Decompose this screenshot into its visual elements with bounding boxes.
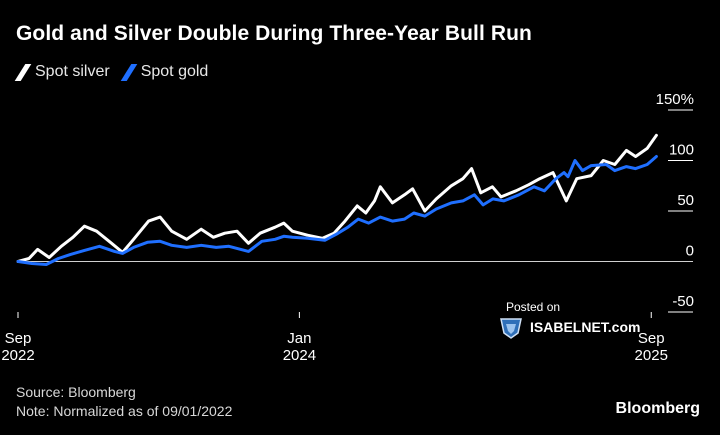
watermark-site-text: ISABELNET.com — [530, 319, 641, 335]
legend: Spot silver Spot gold — [14, 63, 220, 81]
x-tick-label: 2022 — [1, 347, 34, 364]
legend-label-silver: Spot silver — [35, 63, 110, 80]
watermark: Posted on ISABELNET.com — [498, 300, 658, 344]
normalization-note: Note: Normalized as of 09/01/2022 — [16, 403, 233, 419]
x-tick-label: 2025 — [635, 347, 668, 364]
legend-label-gold: Spot gold — [140, 63, 209, 80]
x-tick-label: 2024 — [283, 347, 316, 364]
y-tick-label: 0 — [686, 243, 694, 260]
y-tick-label: 100 — [669, 142, 694, 159]
y-tick-label: 150% — [656, 91, 694, 108]
bloomberg-logo: Bloomberg — [615, 400, 700, 417]
x-tick-label: Sep — [638, 330, 665, 347]
chart-title: Gold and Silver Double During Three-Year… — [16, 22, 532, 45]
series-line-gold — [16, 155, 658, 266]
source-note: Source: Bloomberg — [16, 384, 136, 400]
y-tick-label: -50 — [672, 293, 694, 310]
legend-item-silver: Spot silver — [14, 63, 110, 81]
x-tick-label: Jan — [287, 330, 311, 347]
series-line-silver — [16, 133, 658, 263]
legend-item-gold: Spot gold — [120, 63, 209, 81]
x-tick-label: Sep — [5, 330, 32, 347]
isabelnet-logo-icon — [500, 318, 522, 339]
y-tick-label: 50 — [677, 192, 694, 209]
watermark-posted-text: Posted on — [506, 300, 561, 314]
